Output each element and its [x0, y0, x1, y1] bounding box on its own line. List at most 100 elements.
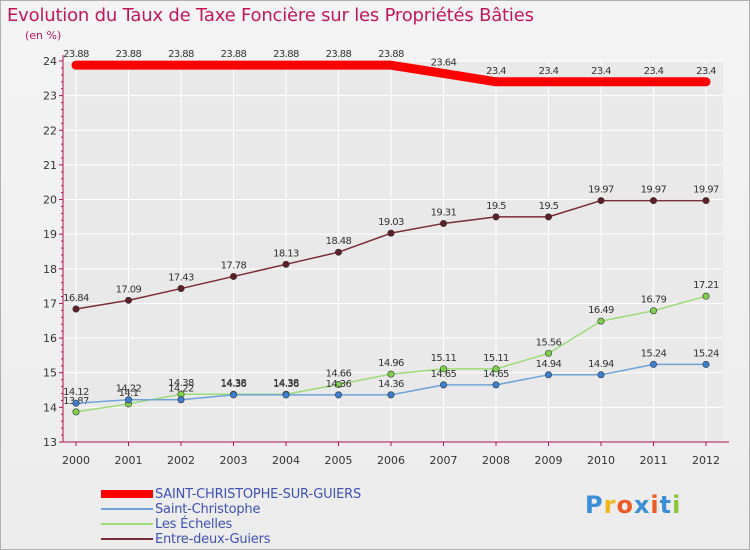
data-label: 15.56 [536, 337, 562, 348]
y-tick-label: 24 [43, 55, 57, 68]
data-label: 16.79 [641, 295, 667, 306]
data-label: 19.97 [588, 185, 614, 196]
data-label: 14.65 [483, 369, 509, 380]
x-tick-label: 2009 [535, 454, 563, 467]
y-tick-label: 13 [43, 436, 57, 449]
data-label: 23.64 [431, 57, 457, 68]
data-label: 15.11 [431, 353, 457, 364]
data-point [230, 391, 238, 399]
y-tick-label: 16 [43, 332, 57, 345]
legend-swatch [101, 508, 153, 510]
data-label: 14.94 [536, 359, 562, 370]
data-point [492, 381, 500, 389]
data-label: 23.4 [539, 66, 559, 77]
data-point [334, 248, 342, 256]
data-label: 19.97 [693, 185, 719, 196]
logo-letter: o [616, 491, 634, 519]
legend-label: SAINT-CHRISTOPHE-SUR-GUIERS [155, 487, 362, 502]
x-tick-label: 2004 [272, 454, 300, 467]
logo-letter: i [672, 491, 682, 519]
data-label: 15.24 [641, 348, 667, 359]
series-1: 14.12 14.22 14.22 14.36 14.36 14.36 14.36 14.65… [63, 348, 720, 407]
data-label: 23.88 [168, 49, 194, 60]
data-point [72, 305, 80, 313]
legend-label: Entre-deux-Guiers [155, 532, 271, 547]
data-point [334, 391, 342, 399]
data-point [492, 365, 500, 373]
data-label: 17.09 [116, 284, 142, 295]
data-point [125, 296, 133, 304]
y-tick-label: 21 [43, 159, 57, 172]
data-point [597, 317, 605, 325]
data-point [702, 197, 710, 205]
data-point [492, 213, 500, 221]
chart-title: Evolution du Taux de Taxe Foncière sur l… [7, 5, 534, 26]
data-label: 14.12 [63, 387, 89, 398]
plot-area [63, 61, 723, 442]
data-label: 23.4 [591, 66, 611, 77]
x-tick-label: 2010 [587, 454, 615, 467]
logo-letter: P [585, 491, 604, 519]
legend-label: Saint-Christophe [155, 502, 261, 517]
data-label: 15.11 [483, 353, 509, 364]
data-label: 23.4 [486, 66, 506, 77]
data-label: 14.36 [378, 379, 404, 390]
data-point [230, 272, 238, 280]
data-point [439, 365, 447, 373]
data-label: 14.65 [431, 369, 457, 380]
data-label: 23.88 [378, 49, 404, 60]
data-label: 15.24 [693, 348, 719, 359]
data-label: 14.36 [326, 379, 352, 390]
data-point [387, 229, 395, 237]
y-tick-label: 22 [43, 124, 57, 137]
data-label: 14.94 [588, 359, 614, 370]
data-point [597, 371, 605, 379]
data-point [387, 391, 395, 399]
y-tick-label: 19 [43, 228, 57, 241]
y-tick-label: 18 [43, 263, 57, 276]
data-point [544, 349, 552, 357]
x-tick-label: 2007 [430, 454, 458, 467]
series-line [71, 60, 711, 87]
data-label: 23.88 [326, 49, 352, 60]
data-point [177, 396, 185, 404]
y-tick-label: 14 [43, 401, 57, 414]
x-tick-label: 2012 [692, 454, 720, 467]
data-label: 23.88 [273, 49, 299, 60]
series-2: 13.8714.114.3814.3814.3814.6614.9615.111… [63, 280, 720, 416]
data-label: 17.21 [693, 280, 719, 291]
data-point [72, 399, 80, 407]
logo-letter: x [633, 491, 651, 519]
data-label: 17.78 [221, 260, 247, 271]
data-label: 19.31 [431, 207, 457, 218]
x-tick-label: 2003 [220, 454, 248, 467]
data-label: 14.96 [378, 358, 404, 369]
logo-letter: i [650, 491, 660, 519]
data-label: 23.88 [221, 49, 247, 60]
data-label: 19.5 [539, 201, 559, 212]
data-label: 23.88 [63, 49, 89, 60]
data-point [597, 197, 605, 205]
data-point [387, 370, 395, 378]
x-tick-label: 2001 [115, 454, 143, 467]
data-point [649, 360, 657, 368]
data-label: 19.97 [641, 185, 667, 196]
x-tick-label: 2002 [167, 454, 195, 467]
x-tick-label: 2005 [325, 454, 353, 467]
series-3: 16.84 17.09 17.43 17.78 18.13 18.48 19.03 19.31… [63, 185, 720, 313]
data-point [72, 408, 80, 416]
series-0: 23.88 23.88 23.88 23.88 23.88 23.88 23.88 23.64… [63, 49, 717, 87]
data-label: 16.84 [63, 293, 89, 304]
data-label: 16.49 [588, 305, 614, 316]
data-label: 18.13 [273, 248, 299, 259]
data-label: 14.36 [273, 379, 299, 390]
x-tick-label: 2006 [377, 454, 405, 467]
data-label: 17.43 [168, 273, 194, 284]
data-point [282, 391, 290, 399]
legend-swatch [101, 490, 153, 498]
data-label: 19.03 [378, 217, 404, 228]
data-point [702, 360, 710, 368]
data-label: 19.5 [486, 201, 506, 212]
